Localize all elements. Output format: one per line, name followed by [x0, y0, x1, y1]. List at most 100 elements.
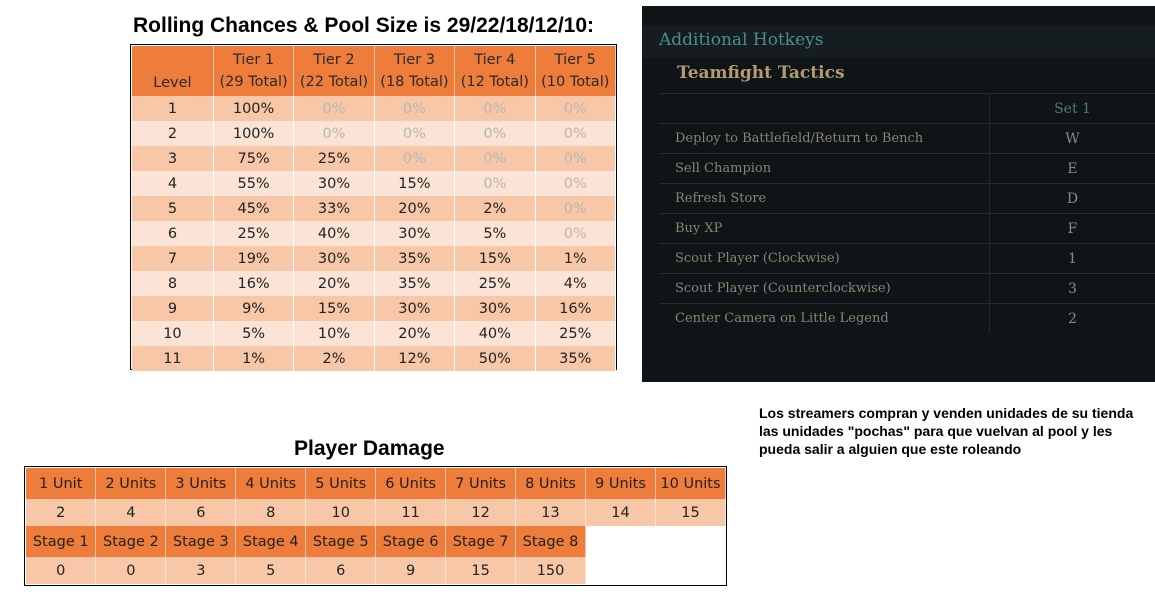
hotkey-key-binding[interactable]: F: [989, 213, 1155, 244]
units-damage-cell: 14: [585, 499, 656, 526]
table-row: 1 100% 0% 0% 0% 0%: [132, 96, 617, 121]
units-damage-cell: 10: [305, 499, 377, 526]
hotkey-key-binding[interactable]: W: [989, 123, 1155, 154]
hotkey-action-label: Deploy to Battlefield/Return to Bench: [659, 123, 990, 154]
stages-value-row: 0 0 3 5 6 9 15 150: [26, 557, 726, 584]
empty-cell: [585, 526, 656, 557]
chance-cell: 20%: [374, 321, 456, 346]
chance-cell: 35%: [374, 271, 456, 296]
units-label-cell: 9 Units: [585, 468, 656, 499]
additional-hotkeys-panel: Additional Hotkeys Teamfight Tactics Set…: [642, 6, 1155, 382]
stage-damage-cell: 0: [26, 557, 97, 584]
level-cell: 3: [132, 146, 214, 171]
hotkey-row[interactable]: Center Camera on Little Legend 2: [659, 303, 1155, 333]
tier-pool-total: (22 Total): [299, 74, 369, 90]
units-label-cell: 10 Units: [655, 468, 727, 499]
units-label-cell: 2 Units: [95, 468, 167, 499]
chance-cell: 25%: [293, 146, 375, 171]
chance-cell: 40%: [293, 221, 375, 246]
units-damage-cell: 13: [515, 499, 586, 526]
chance-cell: 30%: [293, 171, 375, 196]
chance-cell: 100%: [213, 121, 295, 146]
units-label-row: 1 Unit 2 Units 3 Units 4 Units 5 Units 6 Unit…: [26, 468, 727, 499]
tier-5-column-header: Tier 5 (10 Total): [535, 46, 617, 96]
chance-cell: 1%: [213, 346, 295, 371]
chance-cell: 0%: [535, 121, 617, 146]
units-damage-cell: 15: [655, 499, 727, 526]
stage-damage-cell: 0: [95, 557, 167, 584]
units-label-cell: 7 Units: [445, 468, 517, 499]
hotkey-action-label: Scout Player (Counterclockwise): [659, 273, 990, 304]
chance-cell: 5%: [454, 221, 536, 246]
hotkey-row[interactable]: Deploy to Battlefield/Return to Bench W: [659, 123, 1155, 154]
chance-cell: 25%: [535, 321, 617, 346]
chance-cell: 25%: [213, 221, 295, 246]
chance-cell: 12%: [374, 346, 456, 371]
stage-label-cell: Stage 2: [95, 526, 167, 557]
stage-damage-cell: 3: [165, 557, 237, 584]
chance-cell: 10%: [293, 321, 375, 346]
chance-cell: 20%: [293, 271, 375, 296]
level-cell: 2: [132, 121, 214, 146]
chance-cell: 0%: [535, 171, 617, 196]
hotkey-row[interactable]: Scout Player (Counterclockwise) 3: [659, 273, 1155, 304]
tier-name: Tier 2: [313, 52, 355, 68]
units-damage-cell: 6: [165, 499, 237, 526]
chance-cell: 0%: [535, 96, 617, 121]
table-row: 6 25% 40% 30% 5% 0%: [132, 221, 617, 246]
hotkey-key-binding[interactable]: 2: [989, 303, 1155, 333]
chance-cell: 0%: [293, 96, 375, 121]
table-row: 4 55% 30% 15% 0% 0%: [132, 171, 617, 196]
hotkey-row[interactable]: Buy XP F: [659, 213, 1155, 244]
rolling-chances-table-container: Level Tier 1 (29 Total) Tier 2 (22 Total) Ti…: [130, 44, 617, 371]
chance-cell: 50%: [454, 346, 536, 371]
hotkeys-action-column-header: [659, 93, 990, 124]
rolling-chances-body: 1 100% 0% 0% 0% 0% 2 100% 0% 0% 0% 0% 3 75% 25% 0% 0% 0% 4…: [132, 96, 617, 371]
stage-label-cell: Stage 4: [235, 526, 307, 557]
chance-cell: 0%: [454, 146, 536, 171]
level-cell: 9: [132, 296, 214, 321]
level-cell: 6: [132, 221, 214, 246]
tier-name: Tier 3: [393, 52, 435, 68]
table-row: 7 19% 30% 35% 15% 1%: [132, 246, 617, 271]
tier-pool-total: (10 Total): [541, 74, 610, 90]
stage-damage-cell: 6: [305, 557, 377, 584]
hotkey-key-binding[interactable]: E: [989, 153, 1155, 184]
units-label-cell: 3 Units: [165, 468, 237, 499]
hotkey-key-binding[interactable]: 1: [989, 243, 1155, 274]
empty-cell: [585, 557, 656, 584]
chance-cell: 100%: [213, 96, 295, 121]
stage-label-cell: Stage 5: [305, 526, 377, 557]
level-cell: 4: [132, 171, 214, 196]
units-damage-cell: 8: [235, 499, 307, 526]
tier-name: Tier 1: [233, 52, 275, 68]
units-damage-cell: 11: [375, 499, 447, 526]
hotkeys-header-bar: Additional Hotkeys: [642, 26, 1155, 58]
hotkey-row[interactable]: Sell Champion E: [659, 153, 1155, 184]
stage-label-cell: Stage 3: [165, 526, 237, 557]
player-damage-title: Player Damage: [294, 437, 445, 460]
chance-cell: 75%: [213, 146, 295, 171]
stage-damage-cell: 150: [515, 557, 586, 584]
chance-cell: 0%: [535, 146, 617, 171]
level-cell: 7: [132, 246, 214, 271]
tier-1-column-header: Tier 1 (29 Total): [213, 46, 295, 96]
stage-damage-cell: 15: [445, 557, 517, 584]
units-label-cell: 4 Units: [235, 468, 307, 499]
hotkeys-set-label: Set 1: [989, 93, 1155, 124]
tier-pool-total: (18 Total): [380, 74, 449, 90]
chance-cell: 30%: [454, 296, 536, 321]
rolling-header-row: Level Tier 1 (29 Total) Tier 2 (22 Total) Ti…: [132, 46, 617, 96]
hotkey-row[interactable]: Refresh Store D: [659, 183, 1155, 214]
level-cell: 1: [132, 96, 214, 121]
hotkey-key-binding[interactable]: 3: [989, 273, 1155, 304]
units-value-row: 2 4 6 8 10 11 12 13 14 15: [26, 499, 727, 526]
hotkey-key-binding[interactable]: D: [989, 183, 1155, 214]
hotkey-action-label: Refresh Store: [659, 183, 990, 214]
chance-cell: 30%: [293, 246, 375, 271]
stage-damage-cell: 5: [235, 557, 307, 584]
table-row: 3 75% 25% 0% 0% 0%: [132, 146, 617, 171]
tier-2-column-header: Tier 2 (22 Total): [293, 46, 375, 96]
stage-damage-cell: 9: [375, 557, 447, 584]
hotkey-row[interactable]: Scout Player (Clockwise) 1: [659, 243, 1155, 274]
